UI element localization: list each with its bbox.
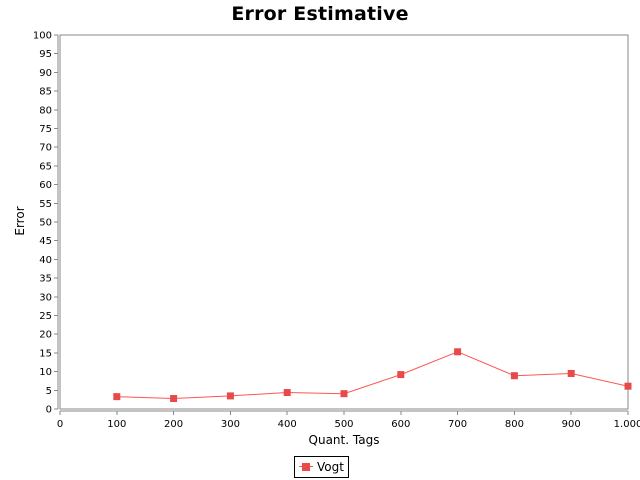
y-tick-label: 50 xyxy=(39,218,52,229)
y-tick-label: 100 xyxy=(33,31,52,42)
data-point-vogt xyxy=(624,382,632,390)
x-tick-label: 200 xyxy=(164,419,183,430)
x-tick-label: 700 xyxy=(448,419,467,430)
y-axis-label: Error xyxy=(13,206,27,235)
data-point-vogt xyxy=(113,393,121,401)
x-tick-label: 1.000 xyxy=(614,419,640,430)
x-tick-label: 100 xyxy=(107,419,126,430)
y-tick-label: 65 xyxy=(39,161,52,172)
y-tick-label: 85 xyxy=(39,87,52,98)
data-point-vogt xyxy=(170,395,178,403)
data-point-vogt xyxy=(510,372,518,380)
y-tick-label: 55 xyxy=(39,199,52,210)
y-tick-label: 75 xyxy=(39,124,52,135)
y-tick-label: 0 xyxy=(46,405,52,416)
plot-axes xyxy=(59,34,629,410)
x-tick-label: 500 xyxy=(334,419,353,430)
legend-label-vogt: Vogt xyxy=(317,460,344,474)
series-lines xyxy=(116,351,629,400)
data-point-vogt xyxy=(397,371,405,379)
data-point-vogt xyxy=(567,369,575,377)
y-tick-label: 20 xyxy=(39,330,52,341)
y-tick-label: 70 xyxy=(39,143,52,154)
plot-area xyxy=(59,34,629,410)
y-tick-label: 60 xyxy=(39,180,52,191)
chart-title: Error Estimative xyxy=(231,3,409,25)
legend-swatch-vogt xyxy=(299,462,313,472)
y-axis-ticks: 0 5 10 15 20 25 30 35 40 45 50 55 60 65 70 75 80 85 90 95 10… xyxy=(33,31,59,416)
data-point-vogt xyxy=(454,348,462,356)
data-point-vogt xyxy=(226,392,234,400)
y-tick-label: 35 xyxy=(39,274,52,285)
legend: Vogt xyxy=(294,456,349,478)
y-tick-label: 80 xyxy=(39,105,52,116)
y-tick-label: 30 xyxy=(39,292,52,303)
y-tick-label: 45 xyxy=(39,236,52,247)
y-tick-label: 95 xyxy=(39,49,52,60)
y-tick-label: 40 xyxy=(39,255,52,266)
x-tick-label: 600 xyxy=(391,419,410,430)
x-axis-label: Quant. Tags xyxy=(309,433,380,447)
x-axis-ticks: 0 100 200 300 400 500 600 700 800 900 1.000 xyxy=(57,410,640,430)
y-tick-label: 25 xyxy=(39,311,52,322)
x-tick-label: 300 xyxy=(221,419,240,430)
y-tick-label: 10 xyxy=(39,367,52,378)
x-tick-label: 400 xyxy=(278,419,297,430)
series-line-vogt xyxy=(116,351,629,400)
x-tick-label: 800 xyxy=(505,419,524,430)
y-tick-label: 90 xyxy=(39,68,52,79)
y-tick-label: 15 xyxy=(39,348,52,359)
series-points xyxy=(113,348,632,403)
data-point-vogt xyxy=(340,390,348,398)
y-tick-label: 5 xyxy=(46,386,52,397)
data-point-vogt xyxy=(283,389,291,397)
x-tick-label: 900 xyxy=(562,419,581,430)
x-tick-label: 0 xyxy=(57,419,63,430)
